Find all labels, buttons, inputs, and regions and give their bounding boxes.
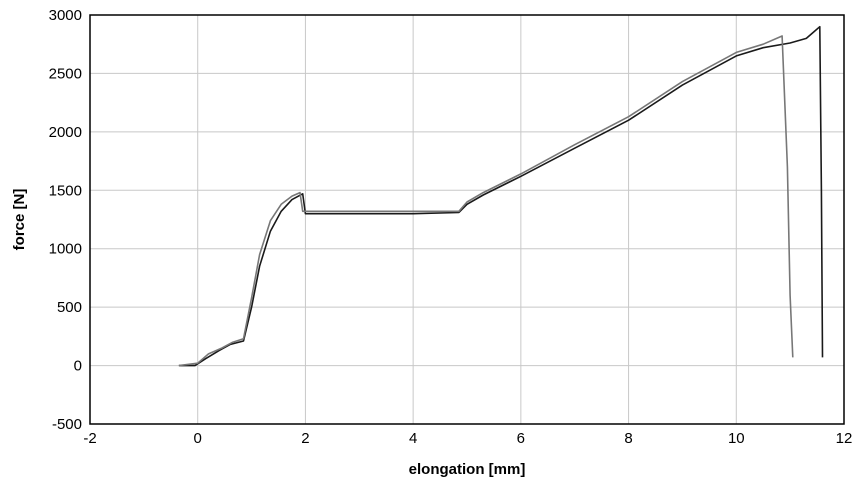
series-lines — [178, 25, 824, 367]
x-tick-label: 2 — [301, 430, 309, 447]
grid — [89, 14, 845, 425]
y-tick-label: 2500 — [49, 65, 82, 82]
y-tick-label: 0 — [74, 358, 82, 375]
series-line-2 — [178, 35, 794, 367]
x-axis-label: elongation [mm] — [409, 461, 526, 478]
x-tick-label: 4 — [409, 430, 417, 447]
y-tick-label: 2000 — [49, 124, 82, 141]
y-tick-label: 500 — [57, 299, 82, 316]
y-tick-label: 1500 — [49, 182, 82, 199]
x-tick-label: 0 — [194, 430, 202, 447]
plot-frame — [89, 14, 845, 425]
x-tick-label: 10 — [728, 430, 745, 447]
y-tick-label: 3000 — [49, 7, 82, 24]
tick-labels: -2 0 2 4 6 8 10 12 -500 0 500 1000 1500 2000 2500 3000 — [49, 7, 853, 447]
y-tick-label: -500 — [52, 416, 82, 433]
x-tick-label: 12 — [836, 430, 853, 447]
x-tick-label: 8 — [624, 430, 632, 447]
x-tick-label: 6 — [517, 430, 525, 447]
x-tick-label: -2 — [83, 430, 96, 447]
y-tick-label: 1000 — [49, 241, 82, 258]
y-axis-label: force [N] — [11, 189, 28, 251]
series-line-1 — [178, 25, 824, 367]
